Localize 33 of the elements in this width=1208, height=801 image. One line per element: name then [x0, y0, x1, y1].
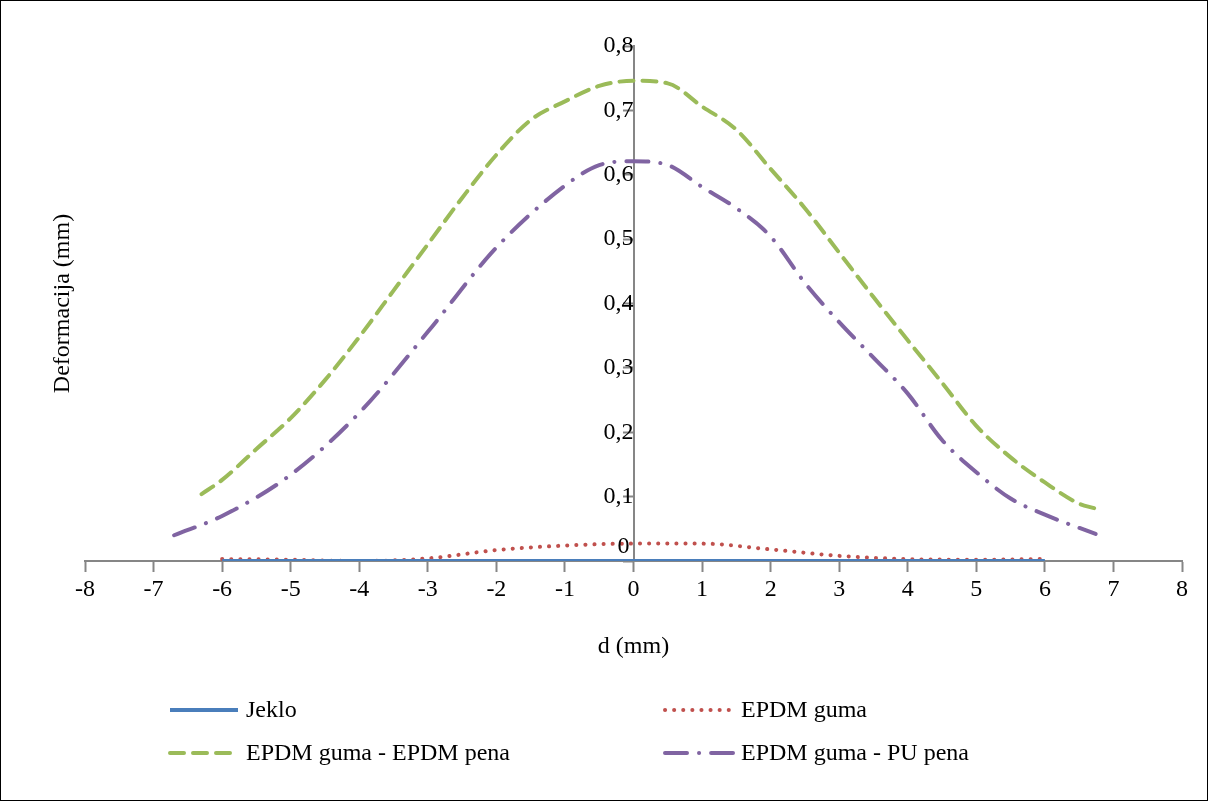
x-tick-label: -3 — [417, 574, 438, 601]
x-tick-label: 7 — [1107, 574, 1120, 601]
y-tick-label: 0,1 — [603, 481, 634, 508]
legend-label: EPDM guma — [741, 696, 867, 723]
legend-label: Jeklo — [246, 696, 297, 723]
y-tick-label: 0,3 — [603, 353, 634, 380]
x-tick-label: 3 — [833, 574, 846, 601]
y-tick-label: 0,5 — [603, 224, 634, 251]
x-tick-label: -6 — [212, 574, 233, 601]
y-tick-label: 0,7 — [603, 95, 634, 122]
line-series — [199, 78, 1097, 511]
line-series — [172, 159, 1098, 538]
y-tick-label: 0,8 — [603, 31, 634, 58]
x-tick-label: -4 — [349, 574, 370, 601]
x-tick-label: 4 — [901, 574, 914, 601]
x-tick-label: -8 — [75, 574, 95, 601]
x-tick-label: 2 — [764, 574, 777, 601]
x-tick-label: 6 — [1038, 574, 1051, 601]
x-tick-label: -5 — [280, 574, 301, 601]
x-tick-label: 8 — [1176, 574, 1188, 601]
x-tick-label: -7 — [143, 574, 164, 601]
legend-label: EPDM guma - EPDM pena — [246, 739, 510, 766]
y-axis-title: Deformacija (mm) — [48, 213, 75, 394]
x-tick-label: 5 — [970, 574, 983, 601]
x-axis-title: d (mm) — [597, 632, 670, 659]
y-tick-label: 0 — [617, 532, 630, 559]
y-tick-label: 0,6 — [603, 160, 634, 187]
x-tick-label: -2 — [486, 574, 507, 601]
x-tick-label: -1 — [554, 574, 575, 601]
y-tick-label: 0,2 — [603, 417, 634, 444]
y-tick-label: 0,4 — [603, 288, 634, 315]
x-tick-label: 1 — [696, 574, 709, 601]
legend-label: EPDM guma - PU pena — [741, 739, 969, 766]
